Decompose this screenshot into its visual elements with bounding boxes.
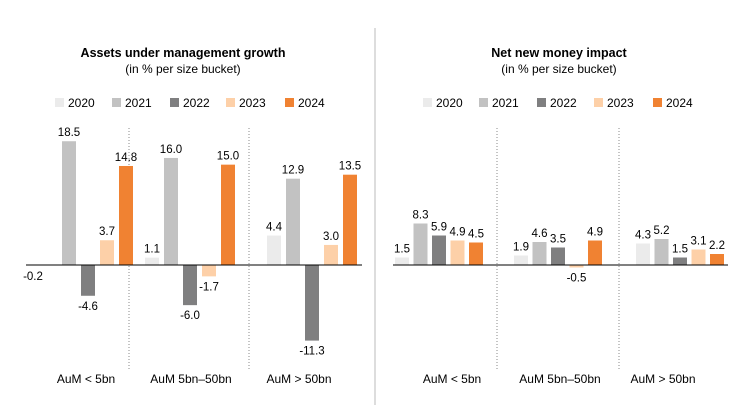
bar-2024-1 <box>221 164 235 265</box>
bar-2020-2 <box>636 243 650 265</box>
bar-2021-0 <box>62 141 76 265</box>
legend-swatch-2023 <box>594 98 603 107</box>
bar-2022-0 <box>81 265 95 296</box>
chart-title: Assets under management growth <box>81 46 286 60</box>
bar-2021-1 <box>532 242 547 265</box>
chart-subtitle: (in % per size bucket) <box>501 62 616 76</box>
legend-swatch-2020 <box>423 98 432 107</box>
data-label: 3.0 <box>323 231 339 243</box>
data-label: 5.2 <box>654 225 670 237</box>
legend-swatch-2021 <box>112 98 121 107</box>
legend-swatch-2023 <box>226 98 235 107</box>
data-label: 14.8 <box>115 152 137 164</box>
data-label: 5.9 <box>431 222 447 234</box>
bar-2024-1 <box>588 240 602 265</box>
bar-2022-1 <box>183 265 197 306</box>
bar-2024-2 <box>343 174 357 265</box>
data-label: 4.6 <box>532 228 548 240</box>
bar-2022-2 <box>305 265 319 341</box>
legend-swatch-2024 <box>653 98 662 107</box>
bar-2023-2 <box>691 249 706 265</box>
chart-title: Net new money impact <box>491 46 627 60</box>
data-label: 4.4 <box>266 222 283 234</box>
legend-label-2021: 2021 <box>125 96 152 110</box>
data-label: -6.0 <box>180 310 200 322</box>
legend-label-2020: 2020 <box>436 96 463 110</box>
bar-2023-0 <box>100 240 114 265</box>
data-label: 4.3 <box>635 230 651 242</box>
chart-subtitle: (in % per size bucket) <box>125 62 240 76</box>
category-label: AuM > 50bn <box>630 372 695 386</box>
legend-swatch-2024 <box>285 98 294 107</box>
bar-2023-2 <box>324 244 338 265</box>
bar-2020-1 <box>514 255 528 265</box>
legend-swatch-2022 <box>537 98 546 107</box>
data-label: 3.7 <box>99 226 115 238</box>
bar-2024-2 <box>710 254 724 265</box>
data-label: 12.9 <box>282 165 304 177</box>
data-label: 4.9 <box>450 227 466 239</box>
legend-label-2020: 2020 <box>68 96 95 110</box>
data-label: 3.5 <box>550 234 566 246</box>
data-label: 4.9 <box>587 227 603 239</box>
bar-2023-0 <box>450 240 465 265</box>
legend-label-2024: 2024 <box>666 96 693 110</box>
legend-swatch-2022 <box>170 98 179 107</box>
legend-label-2022: 2022 <box>550 96 577 110</box>
bar-2022-2 <box>673 257 687 265</box>
bar-2023-1 <box>202 265 216 277</box>
bar-2024-0 <box>469 242 483 265</box>
data-label: -0.2 <box>23 271 43 283</box>
category-label: AuM > 50bn <box>266 372 331 386</box>
legend-label-2022: 2022 <box>183 96 210 110</box>
data-label: 8.3 <box>413 210 429 222</box>
data-label: 1.5 <box>672 244 688 256</box>
data-label: 1.5 <box>394 244 410 256</box>
data-label: 1.9 <box>513 242 529 254</box>
bar-2021-1 <box>164 157 178 265</box>
bar-2021-2 <box>286 178 300 265</box>
legend-swatch-2021 <box>479 98 488 107</box>
bar-2020-0 <box>395 257 409 265</box>
data-label: -4.6 <box>78 301 98 313</box>
data-label: 1.1 <box>144 244 160 256</box>
legend-label-2023: 2023 <box>607 96 634 110</box>
bar-2022-0 <box>432 235 446 265</box>
legend-label-2021: 2021 <box>492 96 519 110</box>
bar-2024-0 <box>119 165 133 265</box>
data-label: 13.5 <box>339 161 361 173</box>
data-label: 18.5 <box>58 127 80 139</box>
bar-2022-1 <box>551 247 565 265</box>
data-label: 3.1 <box>691 236 707 248</box>
data-label: 4.5 <box>468 229 484 241</box>
category-label: AuM 5bn–50bn <box>519 372 600 386</box>
bar-2020-2 <box>267 235 281 265</box>
bar-2021-0 <box>413 223 428 265</box>
bar-2023-1 <box>569 265 584 268</box>
bar-2020-1 <box>145 257 159 265</box>
category-label: AuM < 5bn <box>57 372 115 386</box>
data-label: 16.0 <box>160 144 182 156</box>
category-label: AuM 5bn–50bn <box>150 372 231 386</box>
legend-label-2023: 2023 <box>239 96 266 110</box>
data-label: 15.0 <box>217 151 239 163</box>
bar-2021-2 <box>654 239 669 265</box>
data-label: -0.5 <box>567 273 587 285</box>
data-label: -11.3 <box>299 346 324 358</box>
category-label: AuM < 5bn <box>423 372 481 386</box>
data-label: 2.2 <box>709 240 725 252</box>
legend-label-2024: 2024 <box>298 96 325 110</box>
data-label: -1.7 <box>199 281 219 293</box>
legend-swatch-2020 <box>55 98 64 107</box>
